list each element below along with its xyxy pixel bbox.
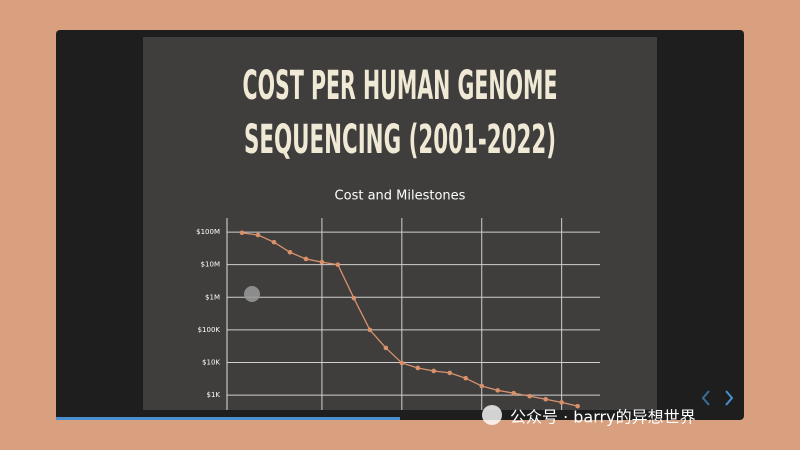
data-point <box>543 396 548 402</box>
y-tick-label: $100K <box>198 326 221 334</box>
data-point <box>351 295 357 301</box>
data-point <box>399 360 405 366</box>
next-button[interactable] <box>725 390 734 406</box>
y-tick-label: $100M <box>196 228 220 236</box>
data-point <box>463 375 469 381</box>
data-point <box>415 365 421 371</box>
chart-title: Cost and Milestones <box>335 189 466 204</box>
data-point <box>495 388 501 393</box>
data-point <box>287 249 293 255</box>
series-line <box>241 232 578 407</box>
slide-title: COST PER HUMAN GENOME <box>243 63 558 109</box>
data-point <box>303 256 309 262</box>
data-point <box>431 368 437 374</box>
data-point <box>575 403 580 409</box>
slide-title: SEQUENCING (2001-2022) <box>244 117 556 163</box>
y-tick-label: $10K <box>202 359 220 367</box>
data-point <box>335 262 341 267</box>
data-point <box>239 230 245 236</box>
data-point <box>447 370 453 376</box>
data-point <box>511 390 517 396</box>
y-tick-label: $1M <box>205 293 220 301</box>
data-point <box>367 327 373 333</box>
slide <box>143 37 657 410</box>
y-tick-label: $10M <box>201 261 220 269</box>
plot: $1K $10K $100K $1M $10M $100M <box>196 218 600 410</box>
data-point <box>319 259 325 265</box>
wechat-icon <box>482 405 502 425</box>
data-point <box>479 383 485 389</box>
data-point <box>559 400 564 405</box>
data-point <box>255 232 261 238</box>
y-tick-label: $1K <box>207 391 221 399</box>
prev-button[interactable] <box>701 390 710 406</box>
data-point <box>383 345 389 351</box>
data-point <box>527 393 532 399</box>
progress-bar <box>56 417 400 420</box>
cursor <box>244 286 260 302</box>
watermark: 公众号 · barry的异想世界 <box>510 408 696 427</box>
data-point <box>271 239 277 245</box>
